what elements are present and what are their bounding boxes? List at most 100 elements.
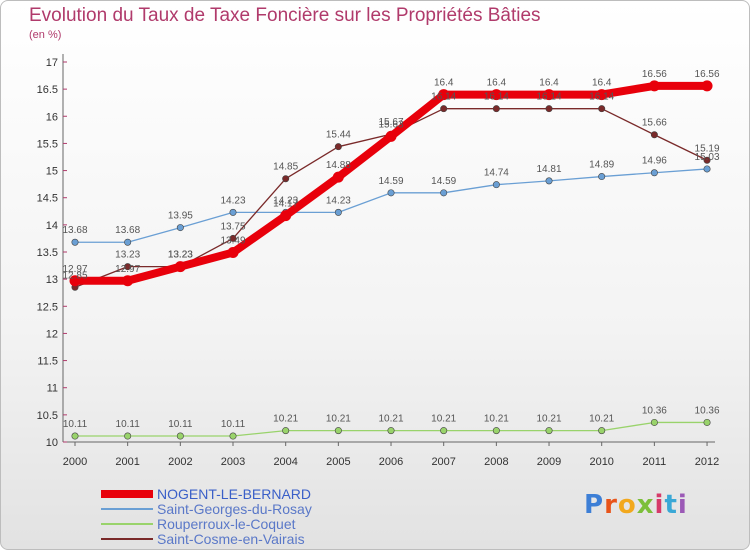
data-label: 14.17 (273, 199, 298, 210)
data-point (334, 143, 342, 151)
data-label: 13.68 (115, 225, 140, 236)
data-point (124, 238, 132, 246)
x-tick-label: 2005 (326, 456, 350, 468)
data-label: 12.97 (62, 264, 87, 275)
data-label: 16.14 (484, 92, 509, 103)
y-tick-label: 13.5 (37, 247, 58, 259)
proxiti-logo: Proxiti (584, 490, 688, 520)
x-tick-label: 2004 (273, 456, 297, 468)
data-label: 10.21 (326, 414, 351, 425)
data-point (229, 208, 237, 216)
x-tick-label: 2007 (431, 456, 455, 468)
data-point (174, 261, 186, 273)
data-label: 13.95 (168, 211, 193, 222)
data-point (282, 175, 290, 183)
data-point (598, 173, 606, 181)
data-point (69, 275, 81, 287)
chart-unit-label: (en %) (29, 29, 62, 41)
data-point (176, 432, 184, 440)
data-point (703, 165, 711, 173)
data-label: 14.59 (379, 176, 404, 187)
y-tick-label: 16.5 (37, 84, 58, 96)
data-label: 14.81 (537, 164, 562, 175)
data-point (492, 181, 500, 189)
data-point (71, 238, 79, 246)
data-point (440, 189, 448, 197)
data-label: 15.66 (642, 118, 667, 129)
x-tick-label: 2002 (168, 456, 192, 468)
data-point (438, 89, 450, 101)
data-point (543, 89, 555, 101)
data-label: 13.23 (115, 250, 140, 261)
data-label: 10.21 (379, 414, 404, 425)
data-point (334, 427, 342, 435)
data-point (545, 105, 553, 113)
x-tick-label: 2003 (221, 456, 245, 468)
data-label: 10.36 (695, 405, 720, 416)
data-point (387, 427, 395, 435)
data-label: 10.11 (63, 419, 88, 430)
data-point (440, 105, 448, 113)
data-point (280, 210, 292, 222)
data-label: 14.23 (273, 195, 298, 206)
data-point (703, 156, 711, 164)
data-label: 16.4 (434, 78, 454, 89)
data-point (545, 427, 553, 435)
data-point (440, 427, 448, 435)
data-label: 13.49 (220, 236, 245, 247)
data-label: 14.23 (220, 195, 245, 206)
data-label: 14.89 (589, 160, 614, 171)
data-point (227, 247, 239, 259)
data-label: 10.21 (273, 414, 298, 425)
data-label: 10.11 (168, 419, 193, 430)
y-tick-label: 12.5 (37, 301, 58, 313)
y-tick-label: 14.5 (37, 193, 58, 205)
legend-label: Rouperroux-le-Coquet (157, 516, 296, 532)
y-tick-label: 11.5 (37, 356, 58, 368)
data-label: 13.23 (168, 250, 193, 261)
data-point (598, 427, 606, 435)
data-point (648, 80, 660, 92)
data-point (332, 171, 344, 183)
legend-label: NOGENT-LE-BERNARD (157, 486, 311, 502)
data-label: 14.96 (642, 156, 667, 167)
data-label: 10.21 (537, 414, 562, 425)
data-point (229, 234, 237, 242)
data-point (490, 89, 502, 101)
data-label: 16.4 (592, 78, 612, 89)
data-point (596, 89, 608, 101)
data-label: 16.4 (487, 78, 507, 89)
data-label: 16.4 (539, 78, 559, 89)
data-label: 14.74 (484, 168, 509, 179)
data-label: 13.68 (62, 225, 87, 236)
data-point (545, 177, 553, 185)
y-tick-label: 14 (46, 220, 58, 232)
data-label: 12.85 (62, 270, 87, 281)
y-tick-label: 17 (46, 57, 58, 69)
data-label: 14.88 (326, 160, 351, 171)
data-label: 13.23 (168, 250, 193, 261)
data-label: 10.21 (431, 414, 456, 425)
data-point (334, 208, 342, 216)
y-tick-label: 12 (46, 328, 58, 340)
data-label: 15.67 (379, 117, 404, 128)
data-label: 10.11 (221, 419, 246, 430)
data-label: 14.23 (326, 195, 351, 206)
data-point (598, 105, 606, 113)
data-point (229, 432, 237, 440)
data-label: 15.63 (379, 119, 404, 130)
data-label: 14.59 (431, 176, 456, 187)
data-label: 16.56 (695, 69, 720, 80)
data-label: 10.21 (589, 414, 614, 425)
x-tick-label: 2000 (63, 456, 87, 468)
data-label: 10.36 (642, 405, 667, 416)
y-tick-label: 10.5 (37, 410, 58, 422)
data-point (122, 275, 134, 287)
data-label: 10.11 (116, 419, 141, 430)
y-tick-label: 15 (46, 166, 58, 178)
y-tick-label: 10 (46, 437, 58, 449)
chart-title: Evolution du Taux de Taxe Foncière sur l… (29, 5, 541, 26)
data-point (176, 224, 184, 232)
